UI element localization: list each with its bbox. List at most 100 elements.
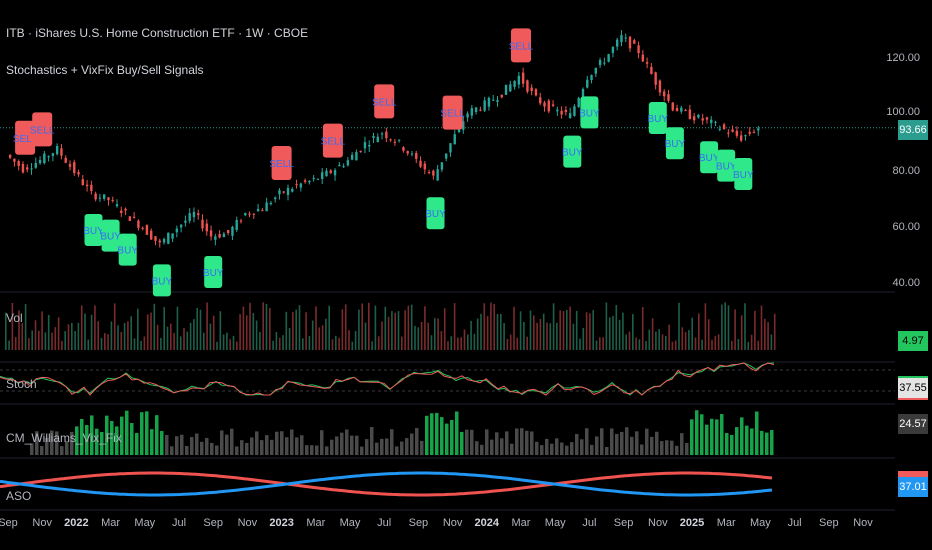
time-tick: Nov: [32, 517, 52, 529]
aso-pane-label[interactable]: ASO: [6, 489, 32, 503]
indicator-title[interactable]: Stochastics + VixFix Buy/Sell Signals: [6, 63, 204, 77]
candle: [150, 230, 153, 240]
buy-signal: [734, 158, 753, 190]
vixfix-bar: [620, 431, 624, 455]
volume-bar: [341, 309, 344, 350]
candle: [85, 184, 89, 187]
volume-bar: [764, 318, 766, 350]
signal-label: SELL: [269, 159, 294, 170]
vixfix-bar: [445, 423, 449, 455]
time-tick: Mar: [716, 517, 736, 529]
candle: [560, 110, 563, 115]
volume-bar: [153, 303, 156, 350]
candle: [577, 98, 580, 107]
vixfix-bar: [135, 432, 139, 455]
stoch-pane-label[interactable]: Stoch: [6, 377, 37, 391]
volume-bar: [424, 306, 426, 350]
volume-bar: [278, 337, 281, 350]
vixfix-bar: [525, 430, 529, 455]
vixfix-bar: [255, 431, 259, 455]
candle: [132, 216, 136, 218]
candle: [68, 164, 72, 167]
signal-label: SELL: [13, 134, 38, 145]
volume-bar: [123, 322, 126, 350]
volume-bar: [559, 310, 561, 350]
volume-bar: [170, 323, 172, 350]
volume-bar: [305, 312, 307, 350]
volume-bar: [288, 327, 291, 350]
candle: [120, 210, 123, 214]
volume-bar: [450, 336, 453, 350]
volume-bar: [579, 338, 581, 350]
signal-label: BUY: [203, 268, 224, 279]
volume-bar: [117, 325, 119, 350]
volume-bar: [533, 315, 535, 350]
vixfix-bar: [310, 445, 314, 455]
candle: [739, 135, 743, 141]
sell-signal: [442, 95, 463, 130]
volume-bar: [434, 318, 436, 350]
candle: [466, 113, 469, 118]
volume-bar: [496, 313, 499, 350]
candle: [556, 109, 559, 112]
vixfix-bar: [105, 415, 109, 455]
vixfix-bar: [355, 435, 359, 455]
candle: [389, 139, 392, 141]
vixfix-bar: [400, 441, 404, 455]
volume-bar: [542, 313, 545, 350]
volume-bar: [156, 324, 159, 350]
volume-bar: [219, 311, 222, 350]
candle: [697, 114, 700, 118]
volume-bar: [318, 327, 321, 350]
candle: [526, 80, 529, 92]
candle: [256, 208, 260, 212]
volume-bar: [556, 322, 558, 350]
candle: [564, 109, 568, 113]
volume-bar: [212, 315, 215, 350]
signal-label: SELL: [321, 137, 346, 148]
volume-pane-label[interactable]: Vol: [6, 311, 23, 325]
vixfix-bar: [170, 446, 174, 455]
volume-bar: [338, 337, 340, 350]
volume-bar: [668, 324, 670, 350]
volume-bar: [589, 313, 591, 350]
volume-bar: [575, 310, 578, 350]
volume-bar: [203, 332, 205, 350]
volume-bar: [252, 313, 255, 350]
vixfix-bar: [120, 416, 124, 455]
volume-bar: [717, 334, 720, 350]
vixfix-bar: [605, 446, 609, 455]
volume-bar: [486, 316, 489, 350]
volume-bar: [321, 325, 324, 350]
volume-bar: [354, 331, 357, 350]
volume-bar: [100, 337, 103, 350]
vixfix-bar: [465, 429, 469, 455]
vixfix-bar: [205, 437, 209, 455]
volume-bar: [483, 303, 486, 350]
volume-bar: [94, 305, 96, 350]
time-tick: May: [750, 517, 771, 529]
vixfix-bar: [115, 426, 119, 455]
vixfix-bar: [680, 433, 684, 455]
candle: [757, 128, 760, 131]
volume-bar: [519, 311, 522, 350]
volume-bar: [503, 323, 505, 350]
symbol-title[interactable]: ITB · iShares U.S. Home Construction ETF…: [6, 26, 309, 40]
candle: [735, 130, 739, 136]
volume-bar: [605, 302, 608, 350]
vixfix-pane-label[interactable]: CM_Williams_Vix_Fix: [6, 431, 122, 445]
candle: [415, 152, 418, 159]
candle: [436, 169, 439, 181]
volume-bar: [671, 341, 674, 350]
buy-signal: [101, 219, 120, 252]
vixfix-bar: [90, 415, 94, 455]
volume-bar: [404, 310, 406, 350]
candle: [611, 47, 615, 53]
candle: [598, 59, 602, 66]
vixfix-bar: [725, 432, 729, 455]
signal-label: BUY: [562, 148, 583, 159]
aso-bear-line: [0, 471, 773, 497]
volume-bar: [371, 341, 373, 350]
candle: [81, 179, 85, 186]
